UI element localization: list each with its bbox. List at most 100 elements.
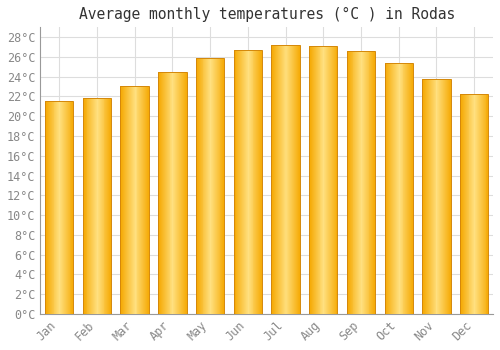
Bar: [145, 86, 146, 314]
Bar: [411, 63, 412, 314]
Bar: [395, 63, 396, 314]
Bar: [292, 45, 293, 314]
Bar: [58, 102, 59, 314]
Bar: [61, 102, 62, 314]
Bar: [392, 63, 393, 314]
Bar: [120, 86, 149, 314]
Bar: [245, 50, 246, 314]
Bar: [49, 102, 50, 314]
Bar: [472, 93, 473, 314]
Bar: [256, 50, 257, 314]
Bar: [132, 86, 134, 314]
Bar: [102, 98, 104, 314]
Bar: [331, 46, 332, 314]
Bar: [402, 63, 404, 314]
Bar: [368, 51, 370, 314]
Bar: [84, 98, 86, 314]
Bar: [248, 50, 249, 314]
Bar: [356, 51, 357, 314]
Bar: [288, 45, 290, 314]
Bar: [294, 45, 295, 314]
Bar: [212, 58, 213, 314]
Bar: [424, 79, 425, 314]
Bar: [246, 50, 247, 314]
Bar: [473, 93, 474, 314]
Bar: [177, 72, 178, 314]
Bar: [422, 79, 450, 314]
Bar: [464, 93, 465, 314]
Bar: [384, 63, 413, 314]
Bar: [158, 72, 159, 314]
Bar: [83, 98, 84, 314]
Bar: [360, 51, 361, 314]
Bar: [365, 51, 366, 314]
Bar: [384, 63, 386, 314]
Bar: [466, 93, 468, 314]
Bar: [272, 45, 274, 314]
Bar: [254, 50, 256, 314]
Bar: [325, 46, 326, 314]
Bar: [200, 58, 202, 314]
Bar: [243, 50, 244, 314]
Bar: [180, 72, 181, 314]
Bar: [88, 98, 90, 314]
Bar: [261, 50, 262, 314]
Bar: [209, 58, 210, 314]
Bar: [372, 51, 374, 314]
Bar: [436, 79, 438, 314]
Bar: [45, 102, 46, 314]
Bar: [441, 79, 442, 314]
Bar: [442, 79, 443, 314]
Bar: [122, 86, 124, 314]
Bar: [406, 63, 407, 314]
Bar: [202, 58, 203, 314]
Bar: [391, 63, 392, 314]
Bar: [476, 93, 477, 314]
Bar: [54, 102, 56, 314]
Bar: [143, 86, 144, 314]
Bar: [238, 50, 240, 314]
Bar: [252, 50, 254, 314]
Bar: [242, 50, 243, 314]
Bar: [70, 102, 72, 314]
Bar: [429, 79, 430, 314]
Bar: [422, 79, 424, 314]
Bar: [410, 63, 411, 314]
Bar: [166, 72, 168, 314]
Bar: [99, 98, 100, 314]
Bar: [56, 102, 58, 314]
Bar: [138, 86, 140, 314]
Bar: [486, 93, 488, 314]
Bar: [222, 58, 224, 314]
Bar: [178, 72, 179, 314]
Bar: [208, 58, 209, 314]
Bar: [298, 45, 299, 314]
Bar: [357, 51, 358, 314]
Bar: [198, 58, 199, 314]
Bar: [460, 93, 488, 314]
Bar: [282, 45, 284, 314]
Bar: [120, 86, 122, 314]
Bar: [48, 102, 49, 314]
Bar: [290, 45, 291, 314]
Bar: [206, 58, 208, 314]
Bar: [443, 79, 444, 314]
Bar: [196, 58, 197, 314]
Bar: [129, 86, 130, 314]
Bar: [299, 45, 300, 314]
Bar: [250, 50, 252, 314]
Bar: [477, 93, 478, 314]
Bar: [236, 50, 238, 314]
Bar: [276, 45, 277, 314]
Bar: [291, 45, 292, 314]
Bar: [83, 98, 111, 314]
Bar: [257, 50, 258, 314]
Bar: [296, 45, 297, 314]
Bar: [354, 51, 356, 314]
Bar: [322, 46, 324, 314]
Bar: [370, 51, 372, 314]
Bar: [66, 102, 68, 314]
Bar: [275, 45, 276, 314]
Bar: [130, 86, 131, 314]
Bar: [62, 102, 63, 314]
